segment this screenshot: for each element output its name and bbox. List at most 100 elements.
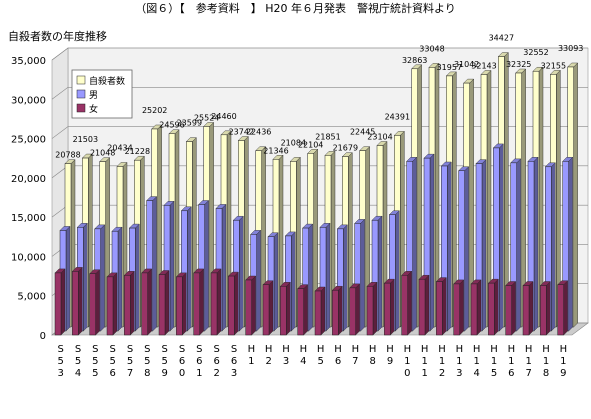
x-tick-label: 1 <box>456 356 462 367</box>
bar <box>366 286 374 336</box>
bar-side <box>568 156 573 332</box>
data-label: 32155 <box>541 61 566 70</box>
bar <box>540 285 547 336</box>
bar-side <box>187 206 192 332</box>
x-tick-label: 1 <box>404 356 410 367</box>
x-tick-label: 8 <box>369 356 375 367</box>
x-tick-label: 3 <box>283 356 289 367</box>
bar-side <box>152 196 157 332</box>
x-tick-label: H <box>473 344 481 355</box>
x-tick-label: 8 <box>144 368 150 379</box>
bar-side <box>533 156 539 332</box>
bar-side <box>499 143 504 332</box>
data-label: 21228 <box>125 147 150 156</box>
data-label: 22104 <box>298 140 323 149</box>
x-tick-label: 6 <box>109 368 115 379</box>
data-label: 32552 <box>523 48 548 57</box>
x-tick-label: 1 <box>525 356 531 367</box>
bar-side <box>464 166 469 332</box>
data-label: 31957 <box>437 63 462 72</box>
x-tick-label: 9 <box>161 368 167 379</box>
data-label: 21346 <box>263 146 288 155</box>
data-label: 23599 <box>177 119 202 128</box>
legend-swatch <box>76 103 86 113</box>
data-label: 21048 <box>90 149 115 158</box>
x-tick-label: 1 <box>473 356 479 367</box>
bar-side <box>476 279 482 336</box>
x-tick-label: 5 <box>92 368 98 379</box>
data-label: 20434 <box>107 143 132 152</box>
x-tick-label: 1 <box>248 356 254 367</box>
bar-side <box>234 271 239 336</box>
x-tick-label: 7 <box>127 368 133 379</box>
x-tick-label: H <box>490 344 498 355</box>
bar-side <box>308 223 313 332</box>
x-tick-label: 1 <box>491 356 497 367</box>
bar <box>488 282 495 336</box>
x-tick-label: H <box>508 344 516 355</box>
bar <box>297 288 304 336</box>
x-tick-label: H <box>334 344 342 355</box>
x-tick-label: 5 <box>57 356 63 367</box>
bar-side <box>135 223 140 332</box>
x-tick-label: 4 <box>300 356 306 367</box>
x-tick-label: H <box>248 344 256 355</box>
y-tick-label: 0 <box>40 331 46 342</box>
bar-side <box>407 270 412 336</box>
bar-side <box>303 284 308 336</box>
x-tick-label: 5 <box>92 356 98 367</box>
x-tick-label: 4 <box>473 368 479 379</box>
bar-side <box>286 281 291 336</box>
bar-side <box>221 203 227 332</box>
x-tick-label: 6 <box>231 356 237 367</box>
x-tick-label: 1 <box>508 356 514 367</box>
bar-side <box>481 159 487 332</box>
bar-side <box>130 270 135 336</box>
bar <box>89 273 96 336</box>
y-tick-label: 30,000 <box>11 95 46 106</box>
x-tick-label: 8 <box>543 368 549 379</box>
bar-side <box>516 158 521 332</box>
bar-side <box>325 222 331 332</box>
bar <box>124 275 131 336</box>
bar <box>522 285 530 336</box>
bar-side <box>291 231 296 332</box>
x-tick-label: 6 <box>179 356 185 367</box>
x-tick-label: S <box>231 344 237 355</box>
data-label: 21851 <box>315 132 340 141</box>
y-tick-label: 5,000 <box>17 292 46 303</box>
bar-side <box>65 225 71 332</box>
x-tick-label: 1 <box>543 356 549 367</box>
x-tick-label: S <box>127 344 133 355</box>
x-tick-label: 3 <box>231 368 237 379</box>
bar <box>349 287 356 336</box>
x-tick-label: S <box>161 344 167 355</box>
data-label: 34427 <box>489 34 514 43</box>
bar-side <box>546 281 551 336</box>
bar <box>262 284 270 336</box>
data-label: 24391 <box>385 112 410 121</box>
bar-side <box>442 277 447 336</box>
x-tick-label: 2 <box>439 368 445 379</box>
x-tick-label: 3 <box>57 368 63 379</box>
bar-side <box>251 275 256 336</box>
x-tick-label: S <box>179 344 185 355</box>
bar <box>401 275 408 336</box>
data-label: 23742 <box>229 127 254 136</box>
x-tick-label: 2 <box>213 368 219 379</box>
legend-label: 自殺者数 <box>89 75 125 87</box>
y-tick-label: 15,000 <box>11 213 46 224</box>
bar <box>72 271 79 336</box>
source-caption: （図６）【 参考資料 】 H20 年６月発表 警視庁統計資料より <box>135 2 456 15</box>
bar-side <box>268 280 274 336</box>
bar <box>332 289 339 336</box>
bar-side <box>338 285 343 336</box>
x-tick-label: H <box>421 344 429 355</box>
x-tick-label: H <box>282 344 290 355</box>
x-tick-label: S <box>75 344 81 355</box>
x-tick-label: 5 <box>127 356 133 367</box>
bar <box>228 275 235 336</box>
bar <box>314 290 322 336</box>
x-tick-label: 1 <box>196 368 202 379</box>
